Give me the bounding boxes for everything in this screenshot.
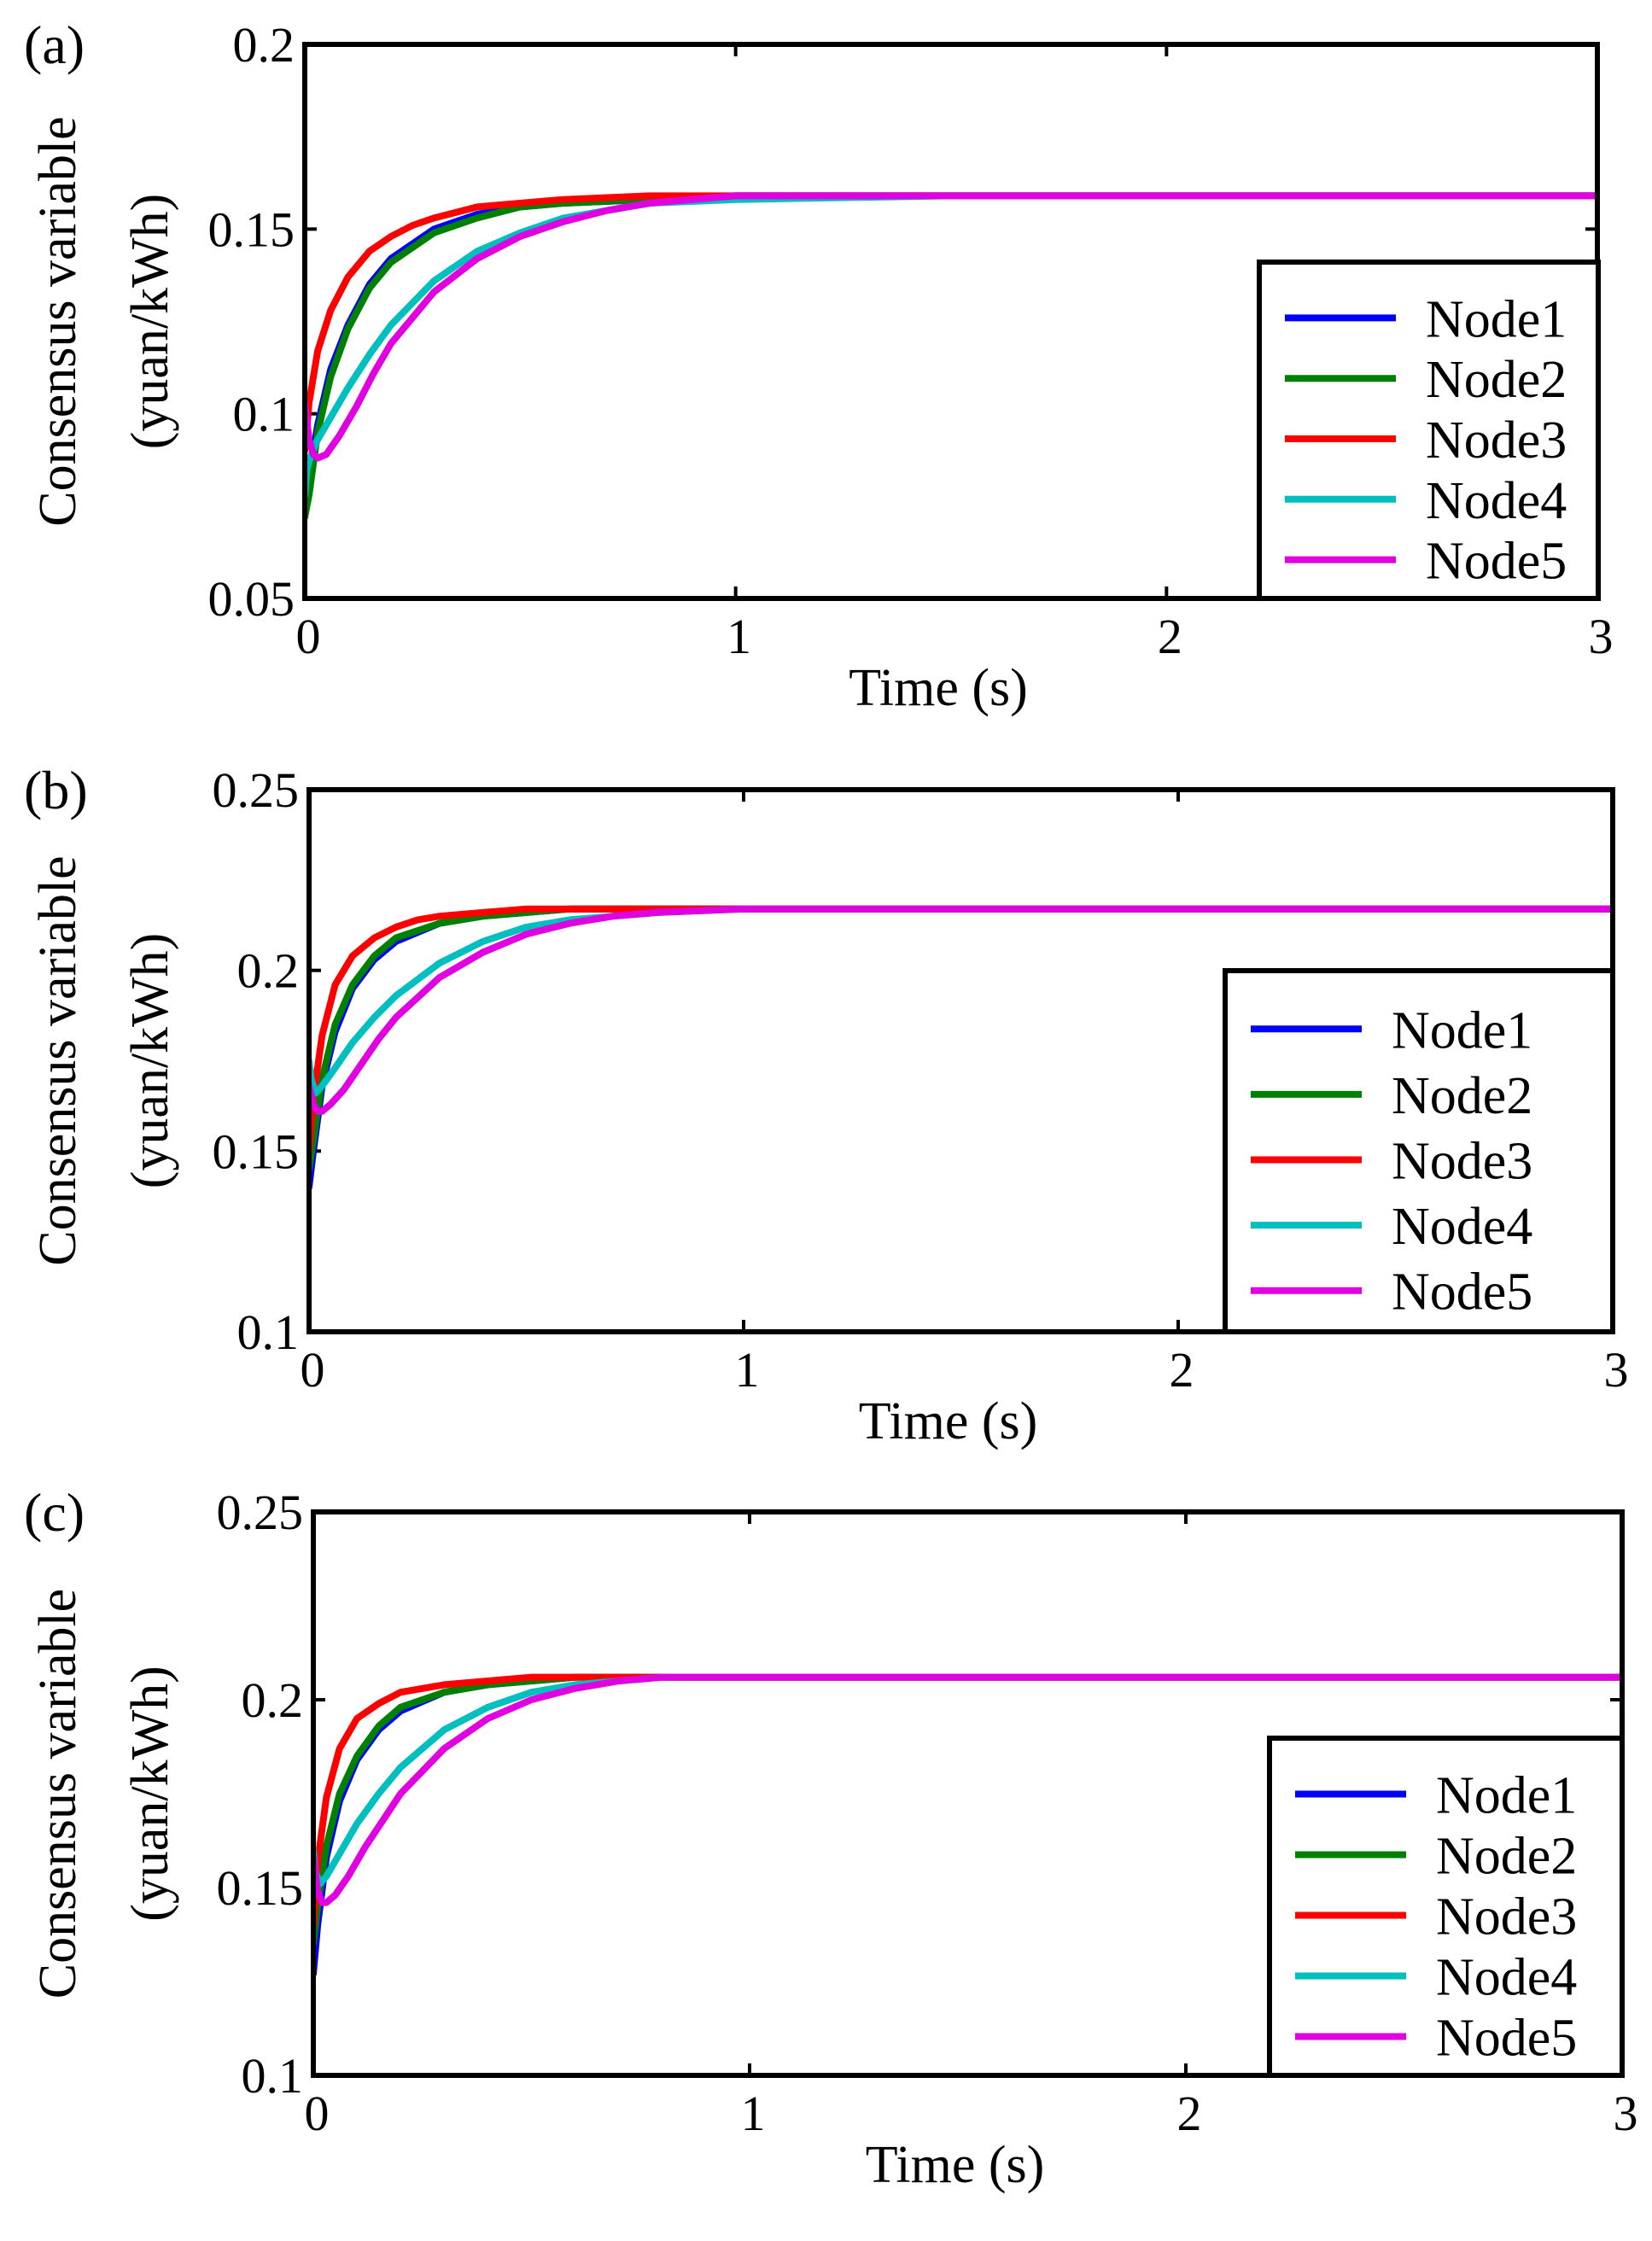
chart-panel-a: 0 1 2 3 0.05 0.1 0.15 0.2 Node1Node2Node3Node4No… xyxy=(24,15,1614,717)
y-tick-label: 0.1 xyxy=(242,2048,304,2104)
y-tick-label: 0.25 xyxy=(217,1485,304,1540)
x-axis-label: Time (s) xyxy=(866,2136,1045,2194)
panel-label: (c) xyxy=(24,1482,85,1543)
series-line-node5 xyxy=(313,1673,1622,1906)
x-axis-label: Time (s) xyxy=(859,1392,1038,1450)
y-tick-label: 0.2 xyxy=(242,1672,304,1728)
y-tick-label: 0.2 xyxy=(233,17,295,73)
chart-panel-c: 0 1 2 3 0.1 0.15 0.2 0.25 Node1Node2Node3Node4No… xyxy=(24,1482,1638,2194)
legend-label-node3: Node3 xyxy=(1436,1888,1577,1946)
legend-label-node2: Node2 xyxy=(1392,1067,1532,1125)
y-tick-label: 0.05 xyxy=(208,571,295,627)
y-tick-label: 0.2 xyxy=(237,943,300,999)
legend-label-node4: Node4 xyxy=(1392,1198,1532,1256)
legend-label-node5: Node5 xyxy=(1426,533,1567,591)
y-tick-label: 0.25 xyxy=(213,762,300,818)
x-tick-label: 1 xyxy=(735,1342,760,1398)
y-tick-label: 0.1 xyxy=(233,387,295,442)
x-tick-label: 3 xyxy=(1589,609,1614,664)
legend-label-node5: Node5 xyxy=(1392,1263,1532,1322)
y-axis-label-line1: Consensus variable xyxy=(29,116,87,526)
x-tick-label: 0 xyxy=(305,2086,330,2141)
y-axis-label-line1: Consensus variable xyxy=(29,1589,87,1999)
legend-label-node1: Node1 xyxy=(1392,1001,1532,1059)
chart-panel-b: 0 1 2 30.10.150.20.25Node1Node2Node3Node4No… xyxy=(24,760,1629,1450)
x-tick-label: 2 xyxy=(1170,1342,1194,1398)
series-group xyxy=(305,192,1597,521)
legend-label-node1: Node1 xyxy=(1436,1767,1577,1825)
x-tick-label: 2 xyxy=(1158,609,1182,664)
y-axis-label-line2: (yuan/kWh) xyxy=(121,194,179,450)
legend-label-node2: Node2 xyxy=(1436,1828,1577,1886)
x-tick-label: 0 xyxy=(301,1342,325,1398)
y-tick-label: 0.1 xyxy=(237,1304,300,1360)
legend-label-node4: Node4 xyxy=(1426,472,1567,530)
x-tick-label: 2 xyxy=(1177,2086,1202,2141)
legend: Node1 Node2 Node3 Node4 Node5 xyxy=(1223,968,1615,1334)
legend-label-node5: Node5 xyxy=(1436,2010,1577,2068)
series-group xyxy=(309,905,1613,1191)
legend-label-node1: Node1 xyxy=(1426,290,1567,348)
series-line-node5 xyxy=(305,192,1597,462)
y-axis-label-line1: Consensus variable xyxy=(29,855,87,1265)
y-tick-label: 0.15 xyxy=(213,1123,300,1179)
x-tick-label: 3 xyxy=(1604,1342,1629,1398)
legend-label-node4: Node4 xyxy=(1436,1949,1577,2007)
legend-label-node3: Node3 xyxy=(1392,1133,1532,1191)
y-axis-label-line2: (yuan/kWh) xyxy=(121,1666,179,1922)
x-axis-label: Time (s) xyxy=(849,659,1028,717)
y-axis-label-line2: (yuan/kWh) xyxy=(121,933,179,1189)
x-tick-label: 1 xyxy=(727,609,751,664)
series-group xyxy=(313,1673,1622,1978)
series-line-node5 xyxy=(309,905,1613,1115)
legend-label-node3: Node3 xyxy=(1426,411,1567,470)
legend-label-node2: Node2 xyxy=(1426,351,1567,409)
panel-label: (a) xyxy=(24,15,85,75)
panel-label: (b) xyxy=(24,760,88,820)
x-tick-label: 0 xyxy=(296,609,321,664)
y-tick-label: 0.15 xyxy=(217,1860,304,1916)
y-tick-label: 0.15 xyxy=(208,201,295,257)
x-tick-label: 3 xyxy=(1614,2086,1638,2141)
x-tick-label: 1 xyxy=(741,2086,766,2141)
